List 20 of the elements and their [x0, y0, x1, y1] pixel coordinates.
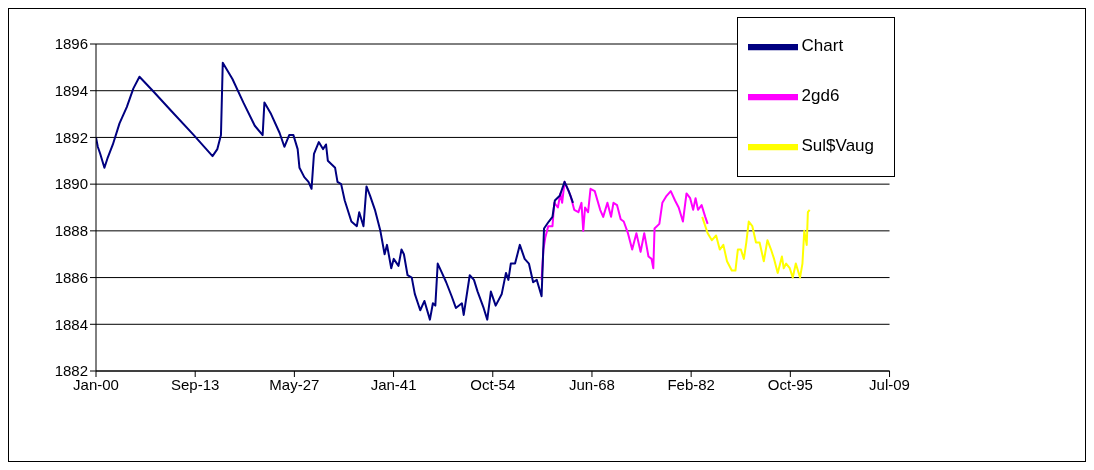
line-series — [96, 61, 575, 321]
y-tick-label: 1896 — [54, 35, 88, 53]
y-tick-label: 1888 — [54, 222, 88, 240]
legend-label: 2gd6 — [801, 86, 840, 106]
x-tick-label: Sep-13 — [171, 375, 220, 393]
legend-label: Chart — [801, 36, 844, 56]
x-tick-label: May-27 — [269, 375, 320, 393]
x-tick-label: Feb-82 — [667, 375, 715, 393]
legend-label: Sul$Vaug — [801, 136, 874, 156]
y-tick-label: 1890 — [54, 175, 88, 193]
x-tick-label: Jan-41 — [370, 375, 417, 393]
x-tick-label: Jul-09 — [869, 375, 910, 393]
y-tick-label: 1884 — [54, 315, 88, 333]
x-tick-label: Jun-68 — [569, 375, 615, 393]
y-tick-label: 1886 — [54, 268, 88, 286]
x-tick-label: Oct-95 — [767, 375, 813, 393]
line-series — [701, 208, 811, 279]
y-tick-label: 1894 — [54, 82, 88, 100]
x-tick-label: Oct-54 — [470, 375, 516, 393]
y-tick-label: 1892 — [54, 128, 88, 146]
